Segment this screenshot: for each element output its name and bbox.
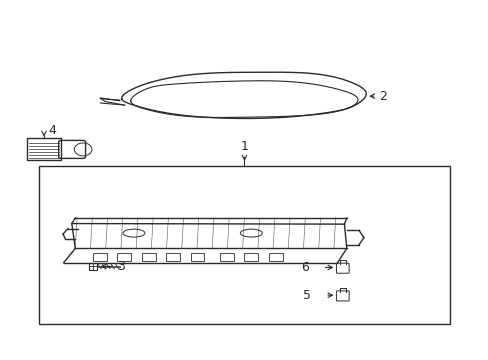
Text: 3: 3 — [117, 260, 125, 273]
Bar — [142, 253, 155, 261]
Bar — [117, 253, 131, 261]
Text: 1: 1 — [240, 140, 248, 153]
Text: 2: 2 — [378, 90, 386, 103]
Bar — [268, 253, 282, 261]
Bar — [220, 253, 233, 261]
Text: 4: 4 — [48, 124, 56, 137]
Bar — [93, 253, 106, 261]
Bar — [89, 263, 97, 270]
Bar — [39, 166, 449, 324]
Text: 5: 5 — [303, 289, 310, 302]
Bar — [190, 253, 204, 261]
Text: 6: 6 — [300, 261, 308, 274]
Bar — [244, 253, 258, 261]
Bar — [27, 138, 61, 160]
Bar — [166, 253, 180, 261]
